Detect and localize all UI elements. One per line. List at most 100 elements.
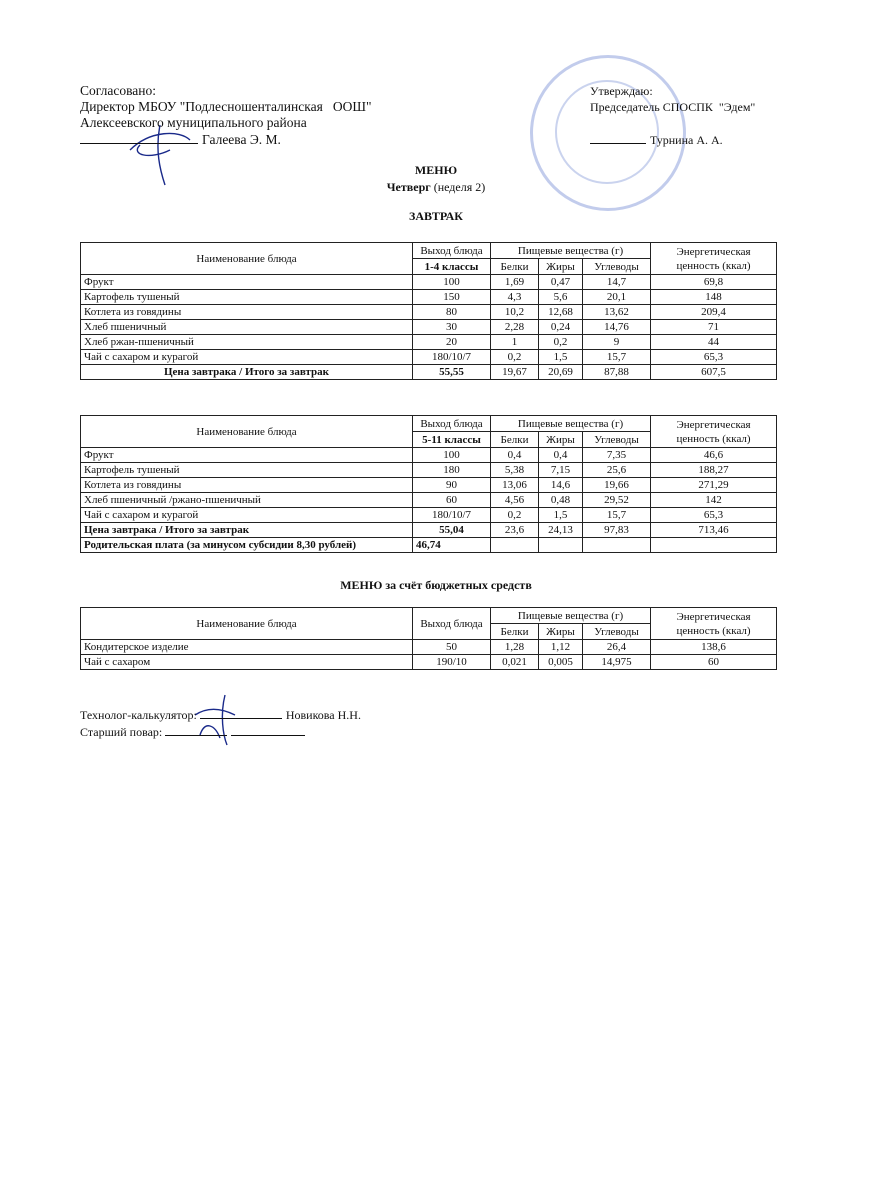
header-cell: Углеводы: [581, 431, 652, 448]
header-cell: Белки: [490, 258, 539, 275]
dish-name: Кондитерское изделие: [80, 639, 413, 655]
cell: 90: [412, 477, 491, 493]
signer-name: Турнина А. А.: [650, 133, 723, 147]
cell: 138,6: [650, 639, 778, 655]
empty-cell: [650, 537, 778, 553]
cell: 1,12: [538, 639, 583, 655]
header-cell: Углеводы: [581, 258, 652, 275]
dish-row: Хлеб пшеничный /ржано-пшеничный 60 4,56 0,4…: [80, 492, 778, 508]
cell: 1,28: [490, 639, 539, 655]
fee-value: 46,74: [412, 537, 491, 553]
cell: 1: [490, 334, 539, 350]
cell: 29,52: [581, 492, 652, 508]
cell: 142: [650, 492, 778, 508]
menu-title: МЕНЮ: [414, 163, 458, 177]
header-cell: Наименование блюда: [80, 415, 413, 448]
cell: 188,27: [650, 462, 778, 478]
cell: 44: [650, 334, 778, 350]
total-row: Цена завтрака / Итого за завтрак 55,55 19,…: [80, 364, 778, 380]
empty-cell: [490, 537, 539, 553]
signature: [129, 124, 191, 186]
cell: 180: [412, 462, 491, 478]
cell: 1,69: [490, 274, 539, 290]
cell: 180/10/7: [412, 349, 491, 365]
dish-row: Хлеб ржан-пшеничный 20 1 0,2 9 44: [80, 334, 778, 350]
header-cell: Выход блюда: [412, 242, 491, 259]
cell: 0,2: [490, 349, 539, 365]
cell: 0,021: [490, 654, 539, 670]
confirm-signer: Турнина А. А.: [590, 131, 723, 148]
cell: 1,5: [538, 349, 583, 365]
approval-label: Согласовано:: [80, 83, 156, 98]
cell: 7,35: [581, 447, 652, 463]
header-cell: Белки: [490, 431, 539, 448]
cell: 10,2: [490, 304, 539, 320]
cell: 13,62: [581, 304, 652, 320]
total-row: Цена завтрака / Итого за завтрак 55,04 23,…: [80, 522, 778, 538]
dish-name: Картофель тушеный: [80, 289, 413, 305]
header-cell: Энергетическая ценность (ккал): [650, 607, 778, 640]
technologist: Технолог-калькулятор: Новикова Н.Н.: [80, 706, 361, 723]
dish-name: Котлета из говядины: [80, 304, 413, 320]
dish-row: Котлета из говядины 80 10,2 12,68 13,62 209,4: [80, 304, 778, 320]
total-label: Цена завтрака / Итого за завтрак: [80, 522, 413, 538]
header-cell: Углеводы: [581, 623, 652, 640]
cell: 9: [581, 334, 652, 350]
cell: 46,6: [650, 447, 778, 463]
empty-cell: [581, 537, 652, 553]
signature-line: [590, 131, 646, 144]
signature-line: [80, 131, 198, 144]
cell: 0,47: [538, 274, 583, 290]
dish-row: Котлета из говядины 90 13,06 14,6 19,66 271,2…: [80, 477, 778, 493]
approval-signer: Галеева Э. М.: [80, 131, 281, 148]
dish-name: Чай с сахаром и курагой: [80, 349, 413, 365]
header-cell: Пищевые вещества (г): [489, 607, 652, 624]
cell: 60: [412, 492, 491, 508]
cell: 190/10: [412, 654, 491, 670]
cell: 14,76: [581, 319, 652, 335]
dish-row: Фрукт 100 1,69 0,47 14,7 69,8: [80, 274, 778, 290]
approval-position: Директор МБОУ "Подлесношенталинская ООШ": [80, 99, 372, 114]
dish-row: Чай с сахаром и курагой 180/10/7 0,2 1,5 15,…: [80, 349, 778, 365]
section-title: МЕНЮ за счёт бюджетных средств: [340, 578, 532, 592]
total-label: Цена завтрака / Итого за завтрак: [80, 364, 413, 380]
cell: 5,38: [490, 462, 539, 478]
cell: 14,6: [538, 477, 583, 493]
header-row: 1-4 классы Белки Жиры Углеводы: [81, 258, 777, 275]
cell: 25,6: [581, 462, 652, 478]
cell: 180/10/7: [412, 507, 491, 523]
cell: 100: [412, 447, 491, 463]
day: Четверг (неделя 2): [0, 180, 872, 194]
cell: 20,1: [581, 289, 652, 305]
cell: 7,15: [538, 462, 583, 478]
cell: 14,7: [581, 274, 652, 290]
cell: 80: [412, 304, 491, 320]
dish-row: Фрукт 100 0,4 0,4 7,35 46,6: [80, 447, 778, 463]
dish-name: Фрукт: [80, 447, 413, 463]
header-cell: Энергетическая ценность (ккал): [650, 242, 778, 275]
cell: 0,2: [538, 334, 583, 350]
cell: 65,3: [650, 349, 778, 365]
cell: 1,5: [538, 507, 583, 523]
cell: 0,24: [538, 319, 583, 335]
empty-cell: [538, 537, 583, 553]
header-row: Наименование блюда Выход блюда Пищевые вещ…: [80, 607, 778, 640]
total-cell: 55,55: [412, 364, 491, 380]
menu-table: Наименование блюда Выход блюда Пищевые вещ…: [80, 242, 778, 380]
dish-name: Хлеб пшеничный: [80, 319, 413, 335]
cell: 4,56: [490, 492, 539, 508]
cell: 15,7: [581, 507, 652, 523]
stamp-inner: [555, 80, 659, 184]
dish-row: Картофель тушеный 180 5,38 7,15 25,6 188,27: [80, 462, 778, 478]
header-cell: Жиры: [538, 431, 583, 448]
dish-name: Фрукт: [80, 274, 413, 290]
menu-table: Наименование блюда Выход блюда Пищевые вещ…: [80, 607, 778, 670]
cell: 5,6: [538, 289, 583, 305]
cell: 15,7: [581, 349, 652, 365]
cell: 150: [412, 289, 491, 305]
dish-row: Картофель тушеный 150 4,3 5,6 20,1 148: [80, 289, 778, 305]
total-cell: 55,04: [412, 522, 491, 538]
signature-line: [165, 723, 228, 736]
cell: 14,975: [581, 654, 652, 670]
